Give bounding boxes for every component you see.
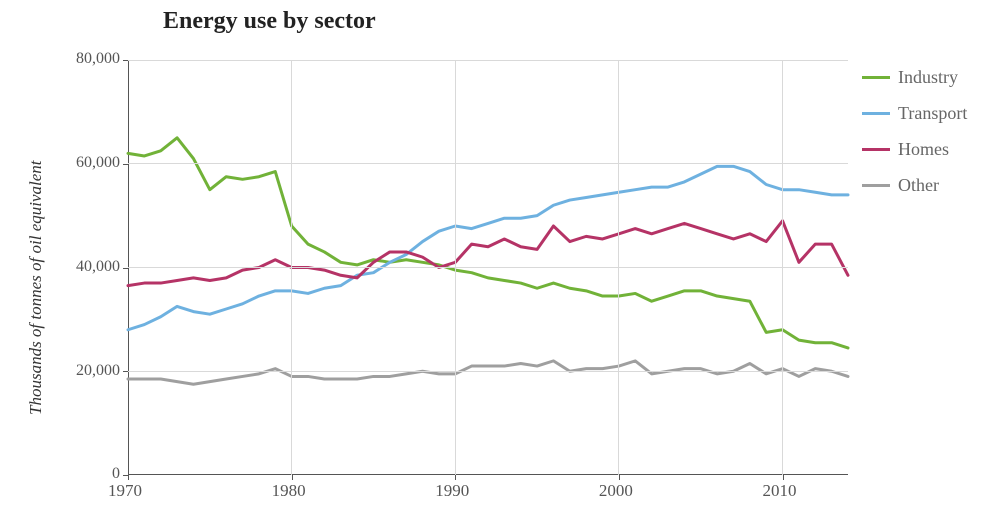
y-tick-mark — [123, 164, 128, 165]
x-tick-label: 1980 — [272, 481, 306, 501]
legend-item-industry: Industry — [862, 62, 967, 92]
x-tick-mark — [783, 475, 784, 480]
gridline-vertical — [618, 60, 619, 475]
gridline-horizontal — [128, 163, 848, 164]
y-tick-label: 20,000 — [76, 362, 120, 380]
legend-label: Industry — [898, 67, 958, 88]
legend-label: Transport — [898, 103, 967, 124]
gridline-vertical — [455, 60, 456, 475]
chart-frame: { "chart": { "type": "line", "title": "E… — [0, 0, 994, 524]
gridline-vertical — [291, 60, 292, 475]
gridline-horizontal — [128, 371, 848, 372]
y-tick-label: 80,000 — [76, 50, 120, 68]
legend-swatch — [862, 184, 890, 187]
y-tick-mark — [123, 371, 128, 372]
x-tick-mark — [455, 475, 456, 480]
y-tick-mark — [123, 268, 128, 269]
x-tick-label: 2010 — [763, 481, 797, 501]
x-tick-mark — [619, 475, 620, 480]
gridline-horizontal — [128, 60, 848, 61]
y-tick-label: 40,000 — [76, 258, 120, 276]
x-tick-mark — [292, 475, 293, 480]
legend-swatch — [862, 148, 890, 151]
legend-swatch — [862, 76, 890, 79]
x-tick-label: 1990 — [435, 481, 469, 501]
legend-item-other: Other — [862, 170, 967, 200]
legend-item-homes: Homes — [862, 134, 967, 164]
x-tick-label: 1970 — [108, 481, 142, 501]
y-tick-mark — [123, 60, 128, 61]
x-tick-mark — [128, 475, 129, 480]
legend-swatch — [862, 112, 890, 115]
gridline-horizontal — [128, 267, 848, 268]
legend: Industry Transport Homes Other — [862, 62, 967, 206]
series-line-other — [128, 361, 848, 384]
legend-label: Other — [898, 175, 939, 196]
legend-item-transport: Transport — [862, 98, 967, 128]
plot-area — [128, 60, 848, 475]
gridline-vertical — [782, 60, 783, 475]
x-tick-label: 2000 — [599, 481, 633, 501]
legend-label: Homes — [898, 139, 949, 160]
y-axis-title: Thousands of tonnes of oil equivalent — [26, 160, 46, 415]
y-tick-label: 60,000 — [76, 154, 120, 172]
chart-title: Energy use by sector — [163, 8, 376, 35]
series-line-homes — [128, 221, 848, 286]
